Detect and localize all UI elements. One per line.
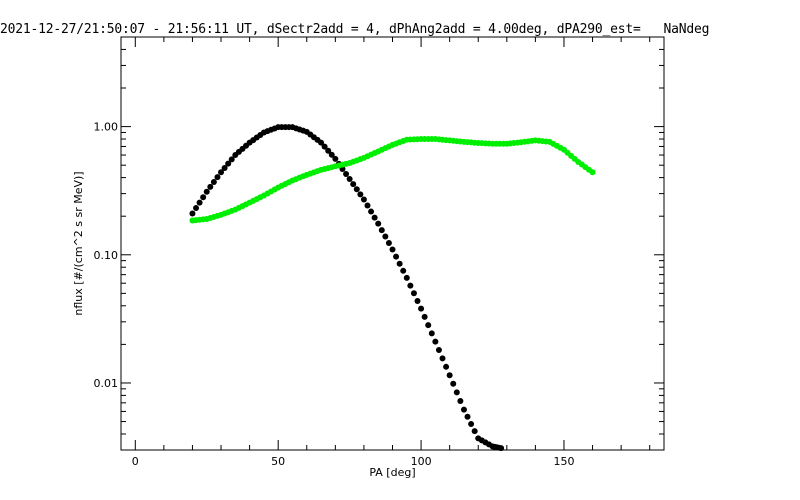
- data-point-interp: [468, 420, 475, 427]
- data-point-interp: [471, 428, 478, 435]
- data-point-interp: [400, 267, 407, 274]
- y-tick-label: 0.10: [94, 249, 119, 262]
- series-0: [189, 124, 505, 452]
- data-point-interp: [225, 160, 232, 167]
- data-point-interp: [228, 156, 235, 163]
- data-point: [203, 188, 210, 195]
- data-point-interp: [393, 253, 400, 260]
- data-point-interp: [350, 181, 357, 188]
- data-point: [318, 139, 325, 146]
- data-point: [218, 169, 225, 176]
- data-point: [346, 176, 353, 183]
- axis-ticks: 0 50 100 150 0.01 0.10 1.00: [94, 36, 664, 468]
- x-tick-label: 0: [132, 455, 139, 468]
- data-point-interp: [328, 151, 335, 158]
- data-point-interp: [421, 313, 428, 320]
- data-point: [389, 246, 396, 253]
- data-point-interp: [453, 389, 460, 396]
- x-tick-label: 100: [411, 455, 432, 468]
- data-point-interp: [425, 322, 432, 329]
- data-point-interp: [439, 355, 446, 362]
- data-point-interp: [357, 191, 364, 198]
- data-point: [189, 210, 196, 217]
- data-point-interp: [321, 143, 328, 150]
- data-point: [446, 372, 453, 379]
- data-point-interp: [385, 240, 392, 247]
- y-tick-label: 1.00: [94, 121, 119, 134]
- data-point-interp: [221, 164, 228, 171]
- data-point: [375, 220, 382, 227]
- data-point: [360, 196, 367, 203]
- data-point-interp: [364, 202, 371, 209]
- data-point-interp: [193, 205, 200, 212]
- data-point-interp: [407, 282, 414, 289]
- data-point-interp: [200, 194, 207, 201]
- data-point-interp: [382, 233, 389, 240]
- series-1: [189, 136, 596, 224]
- data-point-interp: [207, 183, 214, 190]
- plot-frame: [120, 36, 665, 451]
- data-point: [432, 338, 439, 345]
- data-point-interp: [457, 397, 464, 404]
- data-point-interp: [414, 297, 421, 304]
- data-point-interp: [378, 227, 385, 234]
- data-point-interp: [210, 179, 217, 186]
- data-point: [418, 305, 425, 312]
- x-tick-label: 50: [271, 455, 285, 468]
- data-point-interp: [396, 260, 403, 267]
- data-point-interp: [410, 290, 417, 297]
- data-point-interp: [464, 413, 471, 420]
- data-point-interp: [214, 174, 221, 181]
- data-point: [589, 169, 596, 176]
- data-point-interp: [353, 186, 360, 193]
- data-point: [403, 274, 410, 281]
- x-tick-label: 150: [553, 455, 574, 468]
- data-point-interp: [196, 199, 203, 206]
- data-point-interp: [325, 147, 332, 154]
- data-point-interp: [343, 170, 350, 177]
- y-axis-label: nflux [#/(cm^2 s sr MeV)]: [72, 171, 85, 315]
- x-axis-label: PA [deg]: [369, 466, 415, 479]
- data-point: [498, 445, 505, 452]
- data-point: [460, 406, 467, 413]
- data-point-interp: [368, 208, 375, 215]
- data-point-interp: [443, 363, 450, 370]
- data-point-interp: [450, 380, 457, 387]
- data-point-interp: [435, 347, 442, 354]
- data-point: [332, 155, 339, 162]
- data-marks: [189, 124, 596, 452]
- y-tick-label: 0.01: [94, 377, 119, 390]
- data-point-interp: [428, 330, 435, 337]
- chart-title: 2021-12-27/21:50:07 - 21:56:11 UT, dSect…: [0, 22, 710, 37]
- data-point-interp: [371, 214, 378, 221]
